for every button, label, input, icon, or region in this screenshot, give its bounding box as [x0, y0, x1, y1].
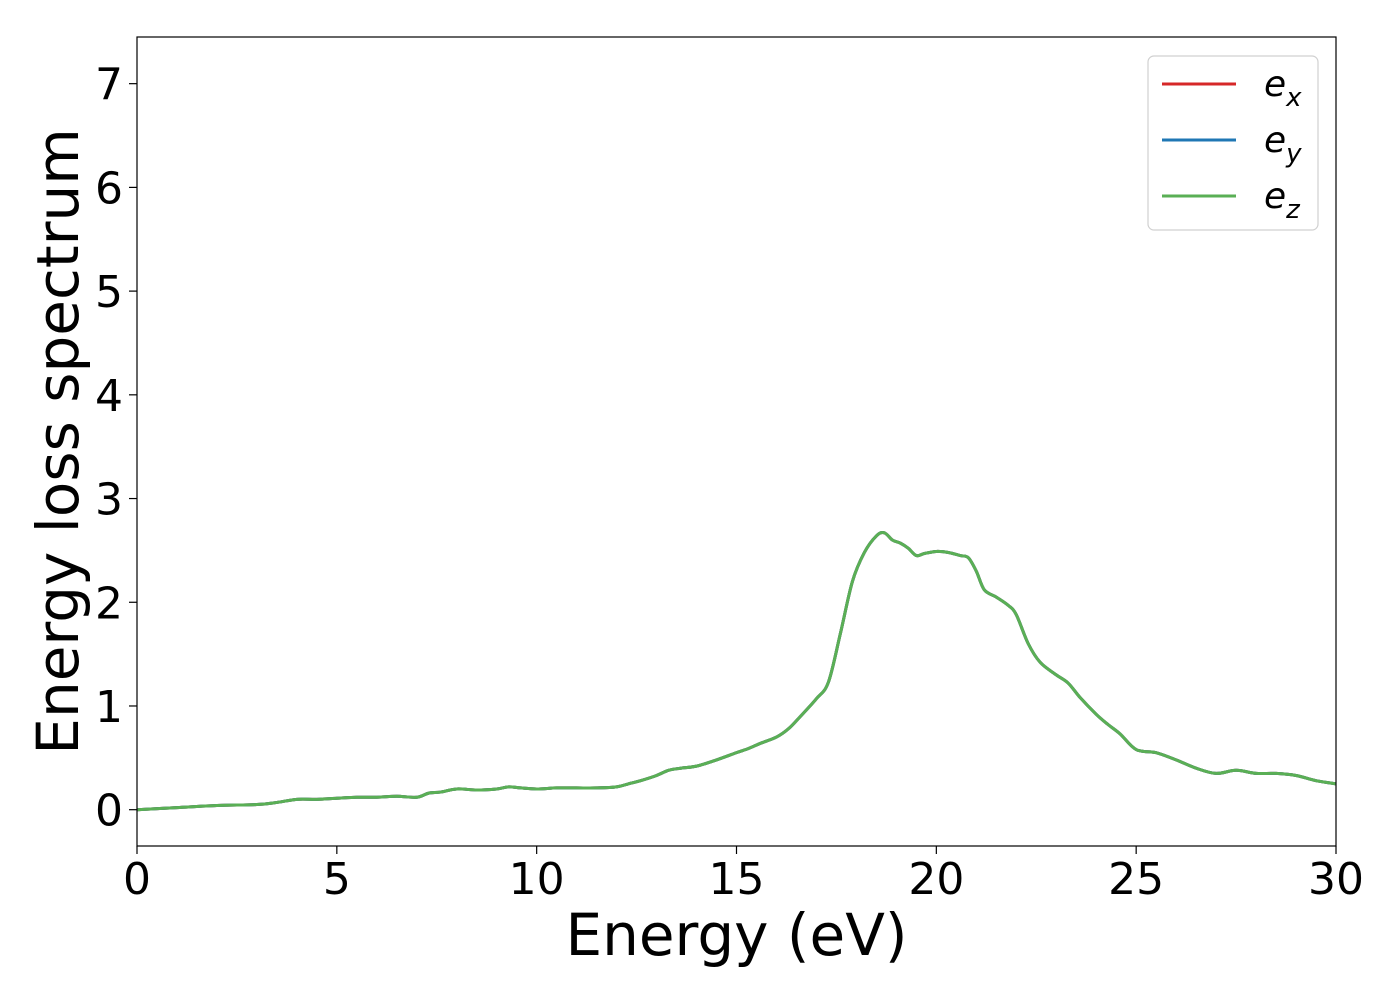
y-tick-label: 5: [95, 267, 123, 318]
y-tick-label: 2: [95, 578, 123, 629]
y-axis-label: Energy loss spectrum: [24, 128, 92, 754]
x-tick-label: 0: [123, 854, 151, 905]
series-line-ez: [137, 531, 1336, 812]
y-tick-label: 6: [95, 163, 123, 214]
series-line-ey: [137, 531, 1336, 812]
x-tick-label: 25: [1108, 854, 1164, 905]
legend-label-ey: ey: [1264, 120, 1302, 169]
legend-box: [1147, 55, 1319, 231]
series-layer: [137, 531, 1336, 812]
x-tick-label: 5: [323, 854, 351, 905]
y-tick-label: 1: [95, 682, 123, 733]
x-tick-label: 10: [509, 854, 565, 905]
x-axis-label: Energy (eV): [565, 901, 907, 969]
x-tick-label: 30: [1308, 854, 1364, 905]
y-tick-label: 4: [95, 371, 123, 422]
legend: ex ey ez: [1147, 55, 1319, 231]
legend-label-ex: ex: [1264, 64, 1302, 113]
y-tick-label: 3: [95, 475, 123, 526]
legend-label-ez: ez: [1264, 176, 1301, 225]
y-tick-label: 7: [95, 60, 123, 111]
x-tick-label: 15: [709, 854, 765, 905]
ticks-layer: 0 5 10 15 20 25 30 0 1 2 3 4 5 6 7: [95, 60, 1364, 905]
x-tick-label: 20: [908, 854, 964, 905]
series-line-ex: [137, 531, 1336, 812]
y-tick-label: 0: [95, 786, 123, 837]
